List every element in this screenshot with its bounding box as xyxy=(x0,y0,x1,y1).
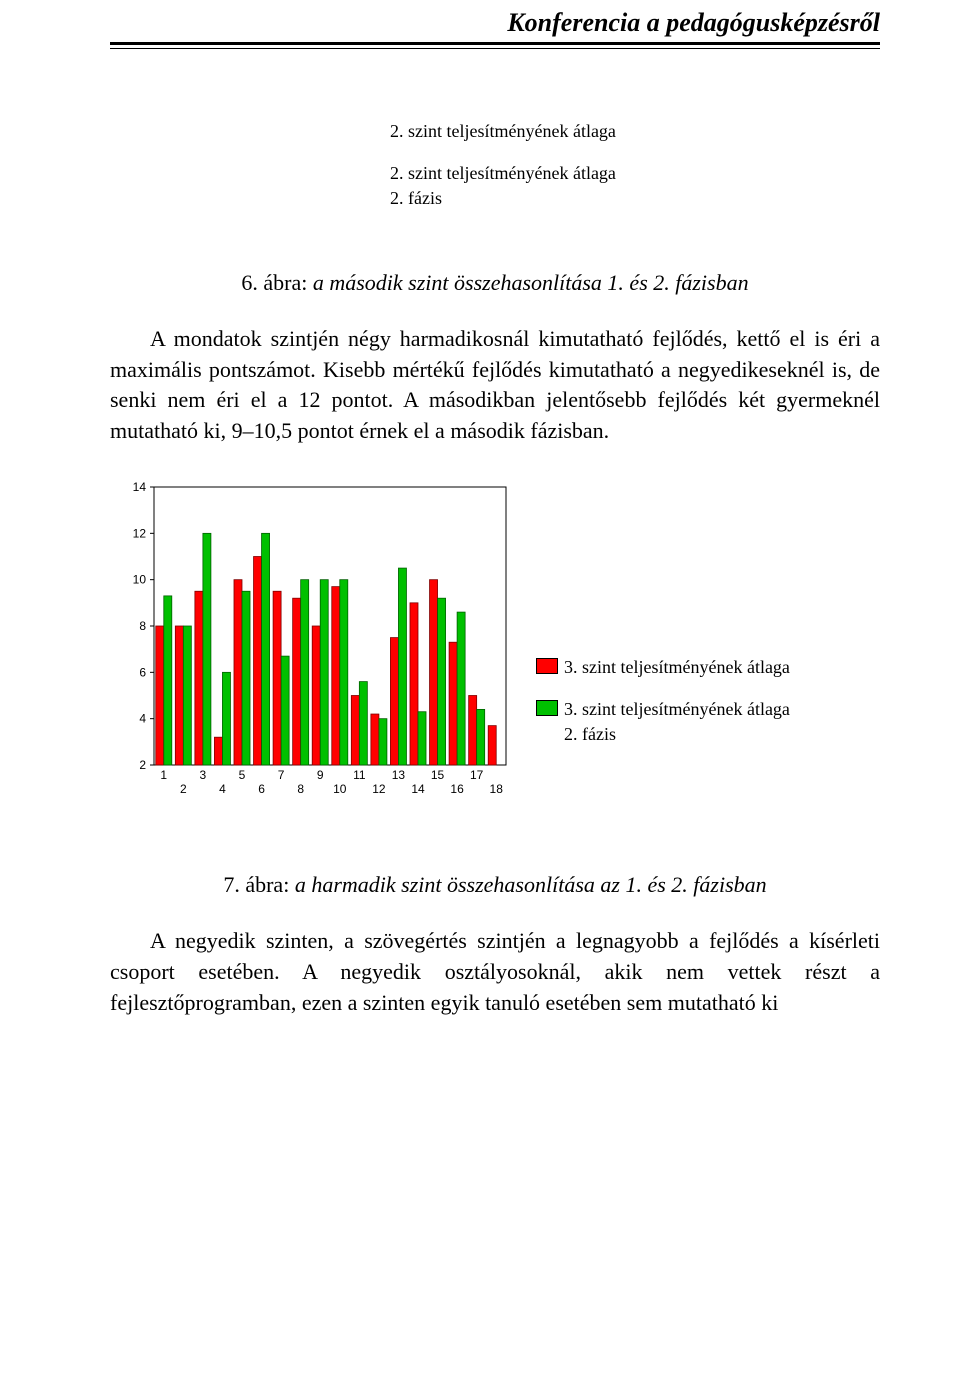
svg-text:6: 6 xyxy=(258,782,265,796)
svg-text:4: 4 xyxy=(139,712,146,726)
svg-text:12: 12 xyxy=(133,526,147,540)
svg-text:2: 2 xyxy=(180,782,187,796)
caption-prefix: 7. ábra: xyxy=(223,872,294,897)
bar-chart: 2468101214135791113151724681012141618 xyxy=(110,477,510,812)
legend-item-red: 3. szint teljesítményének átlaga xyxy=(536,655,790,679)
figure-7-block: 2468101214135791113151724681012141618 3.… xyxy=(110,477,880,812)
bar-chart-svg: 2468101214135791113151724681012141618 xyxy=(110,477,510,807)
svg-text:5: 5 xyxy=(239,768,246,782)
legend-line: 2. szint teljesítményének átlaga xyxy=(390,119,880,143)
legend-line: 2. fázis xyxy=(390,186,880,210)
svg-text:3: 3 xyxy=(200,768,207,782)
svg-text:4: 4 xyxy=(219,782,226,796)
paragraph-text: A mondatok szintjén négy harmadikosnál k… xyxy=(110,324,880,447)
svg-text:15: 15 xyxy=(431,768,445,782)
svg-text:16: 16 xyxy=(450,782,464,796)
caption-prefix: 6. ábra: xyxy=(241,270,312,295)
chart-legend: 3. szint teljesítményének átlaga 3. szin… xyxy=(536,637,790,812)
svg-text:2: 2 xyxy=(139,758,146,772)
svg-text:18: 18 xyxy=(490,782,504,796)
svg-text:14: 14 xyxy=(133,480,147,494)
svg-text:17: 17 xyxy=(470,768,484,782)
legend-item-green: 3. szint teljesítményének átlaga 2. fázi… xyxy=(536,697,790,746)
legend-line: 2. szint teljesítményének átlaga xyxy=(390,161,880,185)
header-rule-thick xyxy=(110,42,880,45)
legend-swatch-green xyxy=(536,700,558,716)
legend-swatch-red xyxy=(536,658,558,674)
prev-figure-legend-fragment: 2. szint teljesítményének átlaga 2. szin… xyxy=(390,119,880,210)
paragraph-text: A negyedik szinten, a szövegértés szintj… xyxy=(110,926,880,1018)
svg-text:14: 14 xyxy=(411,782,425,796)
header-rule-thin xyxy=(110,48,880,49)
svg-text:11: 11 xyxy=(353,768,366,782)
svg-text:8: 8 xyxy=(139,619,146,633)
svg-text:13: 13 xyxy=(392,768,406,782)
figure-6-caption: 6. ábra: a második szint összehasonlítás… xyxy=(110,270,880,296)
body-paragraph: A mondatok szintjén négy harmadikosnál k… xyxy=(110,324,880,447)
svg-text:9: 9 xyxy=(317,768,324,782)
caption-italic: a második szint összehasonlítása 1. és 2… xyxy=(313,270,749,295)
legend-label: 3. szint teljesítményének átlaga xyxy=(564,655,790,679)
svg-text:8: 8 xyxy=(297,782,304,796)
svg-text:1: 1 xyxy=(160,768,167,782)
caption-italic: a harmadik szint összehasonlítása az 1. … xyxy=(295,872,767,897)
figure-7-caption: 7. ábra: a harmadik szint összehasonlítá… xyxy=(110,872,880,898)
svg-text:10: 10 xyxy=(133,573,147,587)
svg-text:12: 12 xyxy=(372,782,386,796)
svg-text:10: 10 xyxy=(333,782,347,796)
page-header-title: Konferencia a pedagógusképzésről xyxy=(110,0,880,40)
svg-text:7: 7 xyxy=(278,768,285,782)
svg-text:6: 6 xyxy=(139,665,146,679)
legend-label: 3. szint teljesítményének átlaga 2. fázi… xyxy=(564,697,790,746)
body-paragraph: A negyedik szinten, a szövegértés szintj… xyxy=(110,926,880,1018)
